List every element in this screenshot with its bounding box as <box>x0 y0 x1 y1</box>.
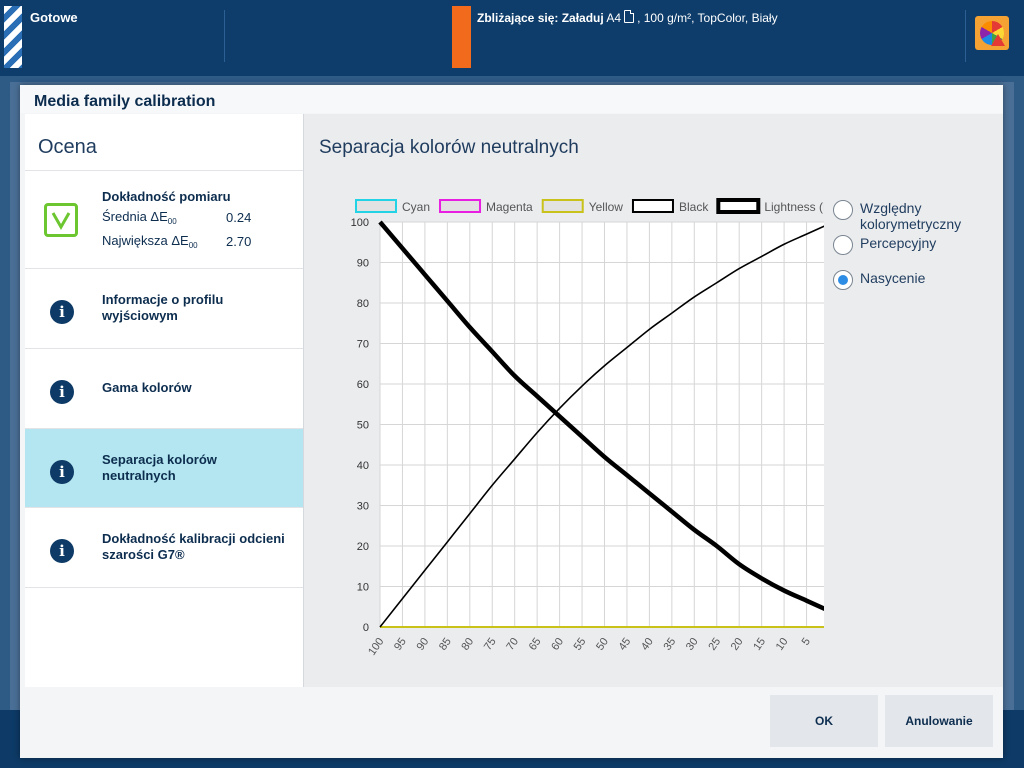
chart-panel: Separacja kolorów neutralnych 100 95 90 85 8… <box>304 114 1003 687</box>
legend-swatch <box>631 199 674 213</box>
measurement-title: Dokładność pomiaru <box>102 189 231 204</box>
x-tick-label: 10 <box>774 636 791 653</box>
y-tick-label: 50 <box>357 420 369 432</box>
info-icon: i <box>50 460 74 484</box>
max-delta-value: 2.70 <box>226 234 252 249</box>
average-delta-value: 0.24 <box>226 210 252 225</box>
paper-icon <box>624 10 635 23</box>
panel-heading: Ocena <box>38 136 97 158</box>
x-tick-label: 60 <box>549 636 566 653</box>
max-delta-label: Największa ΔE00 <box>102 233 198 250</box>
ok-button[interactable]: OK <box>770 695 878 747</box>
upcoming-job-info[interactable]: Zbliżające się: Załaduj A4 , 100 g/m², To… <box>477 10 778 25</box>
nav-item-output-profile[interactable]: i Informacje o profilu wyjściowym <box>25 268 303 349</box>
y-tick-label: 0 <box>363 622 369 634</box>
x-tick-label: 25 <box>706 636 723 653</box>
upcoming-indicator <box>452 6 471 68</box>
divider <box>224 10 225 62</box>
radio-label-saturation: Nasycenie <box>860 270 926 286</box>
upcoming-label: Zbliżające się: Załaduj <box>477 11 604 25</box>
dialog-title-bar: Media family calibration <box>20 85 1003 113</box>
x-tick-label: 15 <box>751 636 768 653</box>
y-tick-label: 10 <box>357 582 369 594</box>
x-tick-label: 20 <box>729 636 746 653</box>
legend-swatch <box>716 198 761 214</box>
dialog-footer: OK Anulowanie <box>20 688 1003 758</box>
color-warning-icon[interactable] <box>975 16 1009 50</box>
nav-item-g7-calibration[interactable]: i Dokładność kalibracji odcieni szarości… <box>25 507 303 588</box>
legend-swatch <box>439 199 482 213</box>
y-tick-label: 90 <box>357 258 369 270</box>
media-family-calibration-dialog: Media family calibration Ocena Dokładnoś… <box>20 85 1003 758</box>
media-details: , 100 g/m², TopColor, Biały <box>637 11 778 25</box>
y-tick-label: 70 <box>357 339 369 351</box>
x-tick-label: 5 <box>800 636 813 648</box>
x-tick-label: 80 <box>459 636 476 653</box>
legend-label: Black <box>679 200 709 214</box>
series-line-lightness-l <box>378 220 824 612</box>
nav-item-measurement-accuracy[interactable]: Dokładność pomiaru Średnia ΔE00 0.24 Naj… <box>25 170 303 269</box>
printer-status-icon <box>4 6 22 68</box>
nav-item-label: Gama kolorów <box>102 380 192 395</box>
top-status-bar: Gotowe Zbliżające się: Załaduj A4 , 100 g… <box>0 0 1024 76</box>
printer-status-text: Gotowe <box>30 10 78 25</box>
series-line-black <box>379 225 824 628</box>
x-tick-label: 70 <box>504 636 521 653</box>
nav-item-label: Separacja kolorów neutralnych <box>102 452 217 483</box>
divider <box>965 10 966 62</box>
nav-item-gamut[interactable]: i Gama kolorów <box>25 348 303 429</box>
x-tick-label: 50 <box>594 636 611 653</box>
y-tick-label: 30 <box>357 501 369 513</box>
evaluation-panel: Ocena Dokładność pomiaru Średnia ΔE00 0.… <box>25 114 304 687</box>
cancel-button[interactable]: Anulowanie <box>885 695 993 747</box>
x-tick-label: 30 <box>684 636 701 653</box>
x-tick-label: 90 <box>415 636 432 653</box>
radio-relative-colorimetric[interactable] <box>833 200 853 220</box>
nav-item-label: Dokładność kalibracji odcieni szarości G… <box>102 531 285 562</box>
legend-label: Yellow <box>589 200 624 214</box>
x-tick-label: 65 <box>527 636 544 653</box>
y-tick-label: 60 <box>357 379 369 391</box>
legend-label: Cyan <box>402 200 430 214</box>
legend-swatch <box>355 199 397 213</box>
nav-item-label: Informacje o profilu wyjściowym <box>102 292 224 323</box>
check-icon <box>44 203 78 237</box>
legend-label: Magenta <box>486 200 533 214</box>
info-icon: i <box>50 300 74 324</box>
nav-item-neutral-separation[interactable]: i Separacja kolorów neutralnych <box>25 428 303 508</box>
radio-label-relative: Względny kolorymetryczny <box>860 200 962 232</box>
paper-size: A4 <box>606 11 622 25</box>
y-tick-label: 40 <box>357 460 369 472</box>
info-icon: i <box>50 539 74 563</box>
x-tick-label: 95 <box>392 636 409 653</box>
info-icon: i <box>50 380 74 404</box>
chart-title: Separacja kolorów neutralnych <box>319 137 579 158</box>
x-tick-label: 45 <box>617 636 634 653</box>
x-tick-label: 35 <box>661 636 678 653</box>
y-tick-label: 80 <box>357 298 369 310</box>
dialog-title: Media family calibration <box>34 93 216 110</box>
radio-label-perceptual: Percepcyjny <box>860 235 937 251</box>
average-delta-label: Średnia ΔE00 <box>102 209 177 226</box>
y-tick-label: 20 <box>357 541 369 553</box>
neutral-separation-chart: 100 95 90 85 80 75 70 65 60 55 50 45 40 35 30 25 20 15 10 5… <box>351 198 824 658</box>
legend-label: Lightness (L) <box>764 200 824 214</box>
x-tick-label: 40 <box>639 636 656 653</box>
radio-perceptual[interactable] <box>833 235 853 255</box>
x-tick-label: 75 <box>482 636 499 653</box>
x-tick-label: 55 <box>572 636 589 653</box>
x-tick-label: 0 <box>822 636 824 648</box>
radio-saturation[interactable] <box>833 270 853 290</box>
x-tick-label: 85 <box>437 636 454 653</box>
y-tick-label: 100 <box>351 217 369 229</box>
legend-swatch <box>541 199 584 213</box>
x-tick-label: 100 <box>366 636 386 658</box>
